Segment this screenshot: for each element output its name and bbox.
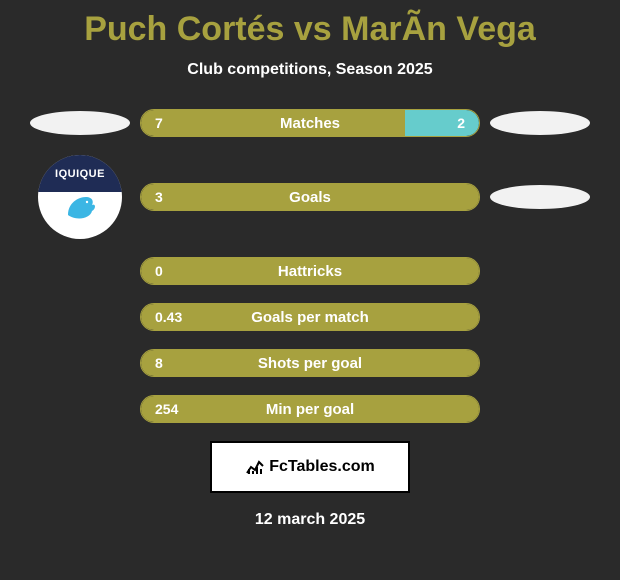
stat-row: 254 Min per goal <box>0 395 620 423</box>
stat-row: 8 Shots per goal <box>0 349 620 377</box>
player-oval-right <box>490 111 590 135</box>
stat-bar: 0 Hattricks <box>140 257 480 285</box>
right-slot <box>490 183 590 211</box>
infographic-root: Puch Cortés vs MarÃn Vega Club competiti… <box>0 0 620 539</box>
page-subtitle: Club competitions, Season 2025 <box>0 61 620 79</box>
right-slot <box>490 349 590 377</box>
footer-date: 12 march 2025 <box>0 511 620 529</box>
stat-bar: 0.43 Goals per match <box>140 303 480 331</box>
brand-text: FcTables.com <box>269 458 375 476</box>
right-slot <box>490 109 590 137</box>
stat-bar: 254 Min per goal <box>140 395 480 423</box>
stat-bar: 8 Shots per goal <box>140 349 480 377</box>
stat-label: Min per goal <box>141 401 479 418</box>
left-slot <box>30 349 130 377</box>
page-title: Puch Cortés vs MarÃn Vega <box>0 10 620 49</box>
stat-bar: 3 Goals <box>140 183 480 211</box>
club-avatar-left: IQUIQUE <box>38 155 122 239</box>
right-slot <box>490 395 590 423</box>
stat-label: Shots per goal <box>141 355 479 372</box>
stat-row: 7 Matches 2 <box>0 109 620 137</box>
club-name-label: IQUIQUE <box>38 168 122 180</box>
right-slot <box>490 257 590 285</box>
left-slot <box>30 303 130 331</box>
left-slot <box>30 395 130 423</box>
left-slot: IQUIQUE <box>30 155 130 239</box>
stat-label: Goals <box>141 189 479 206</box>
left-slot <box>30 257 130 285</box>
stats-region: 7 Matches 2 IQUIQUE <box>0 109 620 423</box>
stat-label: Matches <box>141 115 479 132</box>
stat-row: IQUIQUE 3 Goals <box>0 155 620 239</box>
dragon-icon <box>62 189 98 225</box>
chart-icon <box>245 457 265 477</box>
right-slot <box>490 303 590 331</box>
player-oval-left <box>30 111 130 135</box>
left-slot <box>30 109 130 137</box>
stat-row: 0 Hattricks <box>0 257 620 285</box>
stat-bar: 7 Matches 2 <box>140 109 480 137</box>
player-oval-right <box>490 185 590 209</box>
brand-badge: FcTables.com <box>210 441 410 493</box>
stat-label: Goals per match <box>141 309 479 326</box>
stat-row: 0.43 Goals per match <box>0 303 620 331</box>
stat-label: Hattricks <box>141 263 479 280</box>
stat-right-value: 2 <box>457 115 465 131</box>
